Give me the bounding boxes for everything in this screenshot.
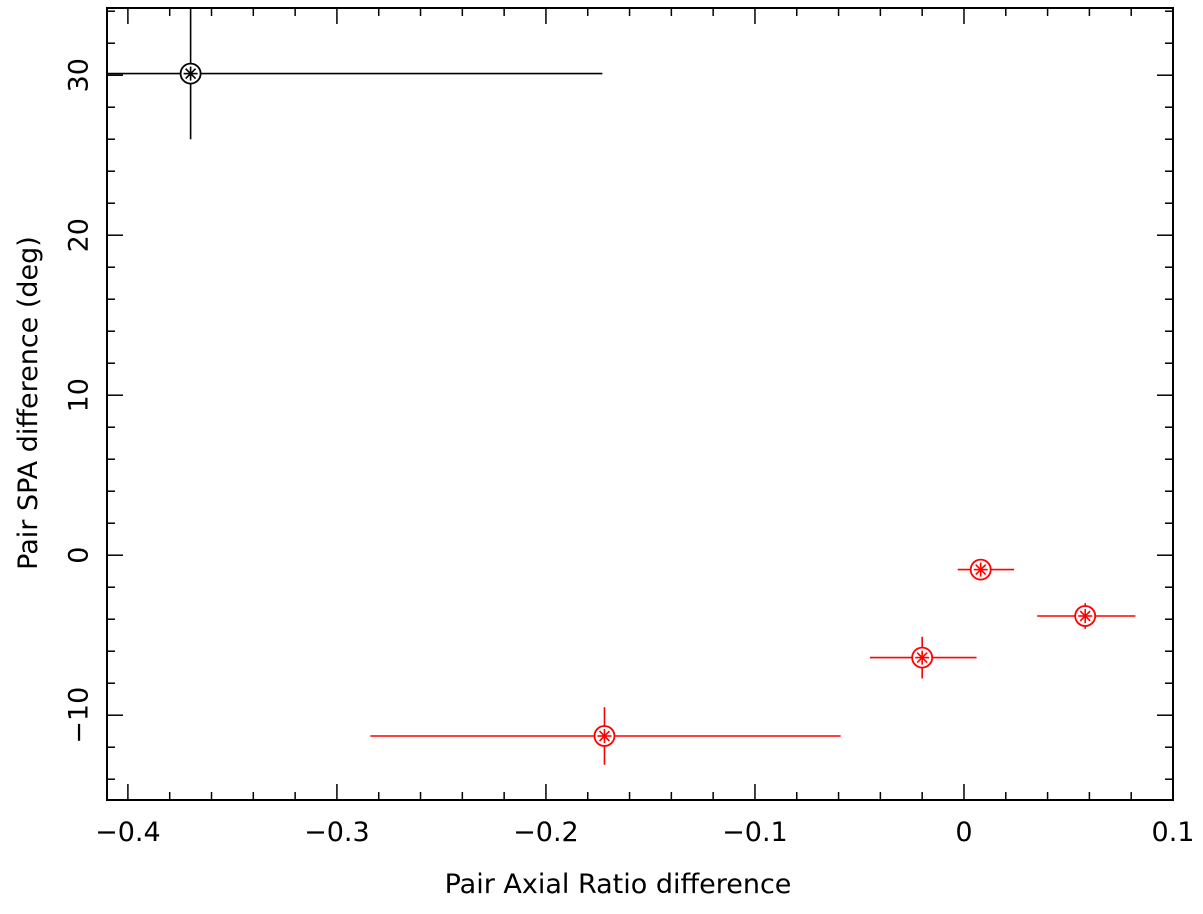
point-asterisk-stroke <box>598 730 610 742</box>
axis-ticks <box>107 8 1174 800</box>
x-tick-label: −0.2 <box>513 817 579 848</box>
y-tick-label: 10 <box>64 378 95 412</box>
data-point <box>869 636 977 679</box>
x-axis-label: Pair Axial Ratio difference <box>445 869 792 900</box>
y-tick-label: −10 <box>64 687 95 744</box>
x-tick-label: 0 <box>955 817 972 848</box>
x-tick-label: −0.1 <box>722 817 788 848</box>
point-asterisk-stroke <box>975 564 987 576</box>
x-tick-label: 0.1 <box>1152 817 1195 848</box>
y-tick-label: 20 <box>64 218 95 252</box>
plot-frame <box>106 7 1174 801</box>
y-tick-label: 30 <box>64 58 95 92</box>
data-point <box>1037 603 1136 629</box>
data-point <box>370 707 841 765</box>
point-asterisk-stroke <box>185 68 197 80</box>
plot-border <box>106 7 1174 801</box>
data-point <box>957 558 1015 581</box>
x-tick-label: −0.4 <box>95 817 161 848</box>
x-tick-label: −0.3 <box>304 817 370 848</box>
data-points <box>107 8 1136 765</box>
y-axis-label: Pair SPA difference (deg) <box>13 236 44 570</box>
point-asterisk-stroke <box>1079 610 1091 622</box>
tick-labels: −0.4 −0.3 −0.2 −0.1 0 0.1 −10 0 10 20 30 <box>64 58 1195 848</box>
data-point <box>107 8 603 140</box>
y-tick-label: 0 <box>64 547 95 564</box>
point-asterisk-stroke <box>916 652 928 664</box>
